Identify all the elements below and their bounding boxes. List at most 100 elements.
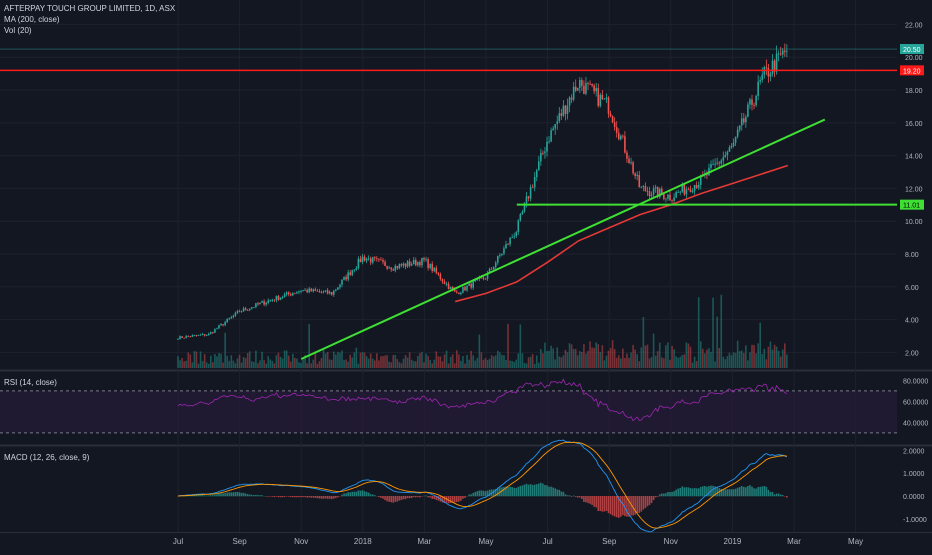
macd-histogram-bar — [526, 484, 528, 497]
volume-bar — [378, 360, 380, 368]
volume-bar — [704, 353, 706, 368]
volume-bar — [362, 352, 364, 368]
volume-bar — [272, 361, 274, 368]
volume-bar — [185, 361, 187, 368]
candle-body — [585, 83, 587, 94]
candle-body — [194, 335, 196, 336]
candle-body — [723, 157, 725, 160]
volume-bar — [554, 359, 556, 368]
volume-bar — [253, 362, 255, 368]
x-tick-label: Sep — [602, 537, 617, 546]
volume-bar — [436, 351, 438, 368]
candle-body — [306, 290, 308, 292]
volume-bar — [714, 361, 716, 368]
macd-histogram-bar — [382, 496, 384, 499]
candle-body — [226, 319, 228, 322]
volume-bar — [276, 355, 278, 368]
macd-histogram-bar — [515, 488, 517, 496]
candle-body — [460, 293, 462, 295]
volume-bar — [774, 345, 776, 368]
candle-body — [366, 259, 368, 261]
volume-bar — [464, 364, 466, 368]
volume-bar — [222, 363, 224, 368]
candle-body — [671, 200, 673, 201]
macd-histogram-bar — [399, 496, 401, 501]
volume-bar — [661, 357, 663, 368]
volume-bar — [651, 357, 653, 368]
volume-bar — [626, 353, 628, 368]
volume-bar — [487, 360, 489, 368]
candle-body — [298, 291, 300, 292]
volume-bar — [187, 352, 189, 368]
volume-bar — [509, 361, 511, 368]
macd-histogram-bar — [427, 496, 429, 497]
candle-body — [216, 328, 218, 329]
macd-histogram-bar — [212, 495, 214, 496]
candle-body — [491, 269, 493, 270]
macd-histogram-bar — [550, 487, 552, 497]
volume-bar — [395, 355, 397, 368]
macd-histogram-bar — [647, 496, 649, 506]
macd-histogram-bar — [228, 492, 230, 496]
volume-bar — [682, 355, 684, 368]
volume-bar — [540, 349, 542, 368]
volume-bar — [241, 363, 243, 368]
macd-histogram-bar — [335, 496, 337, 498]
candle-body — [530, 187, 532, 198]
macd-histogram-bar — [433, 496, 435, 499]
volume-bar — [518, 353, 520, 368]
macd-histogram-bar — [390, 496, 392, 502]
candle-body — [772, 61, 774, 74]
candle-body — [653, 188, 655, 194]
volume-bar — [643, 317, 645, 368]
volume-bar — [741, 350, 743, 368]
volume-bar — [593, 348, 595, 368]
volume-bar — [183, 361, 185, 368]
candle-body — [731, 146, 733, 147]
volume-bar — [456, 350, 458, 368]
volume-bar — [399, 362, 401, 368]
volume-bar — [573, 349, 575, 368]
y-tick-label: 4.00 — [905, 318, 919, 325]
volume-bar — [343, 360, 345, 368]
candle-body — [419, 262, 421, 265]
candle-body — [349, 272, 351, 275]
macd-histogram-bar — [370, 494, 372, 496]
candle-body — [768, 68, 770, 77]
macd-histogram-bar — [239, 492, 241, 496]
volume-bar — [569, 343, 571, 368]
volume-bar — [712, 298, 714, 368]
volume-bar — [692, 363, 694, 368]
candle-body — [403, 264, 405, 266]
candle-body — [253, 307, 255, 308]
candle-body — [749, 99, 751, 104]
macd-histogram-bar — [218, 494, 220, 497]
candle-body — [427, 259, 429, 268]
volume-bar — [425, 354, 427, 368]
macd-histogram-bar — [384, 496, 386, 500]
macd-histogram-bar — [372, 495, 374, 497]
volume-bar — [411, 360, 413, 368]
macd-histogram-bar — [233, 492, 235, 496]
macd-histogram-bar — [696, 488, 698, 496]
macd-histogram-bar — [530, 484, 532, 496]
macd-histogram-bar — [593, 496, 595, 507]
candle-body — [556, 121, 558, 124]
volume-bar — [196, 352, 198, 368]
macd-histogram-bar — [380, 496, 382, 498]
volume-bar — [372, 359, 374, 368]
candle-body — [327, 290, 329, 293]
macd-histogram-bar — [608, 496, 610, 513]
candle-body — [538, 161, 540, 170]
macd-histogram-bar — [546, 485, 548, 496]
volume-bar — [739, 351, 741, 368]
macd-histogram-bar — [616, 496, 618, 517]
macd-histogram-bar — [731, 489, 733, 496]
volume-bar — [759, 323, 761, 368]
volume-bar — [380, 356, 382, 368]
volume-bar — [446, 351, 448, 368]
volume-bar — [624, 358, 626, 368]
candle-body — [351, 270, 353, 275]
